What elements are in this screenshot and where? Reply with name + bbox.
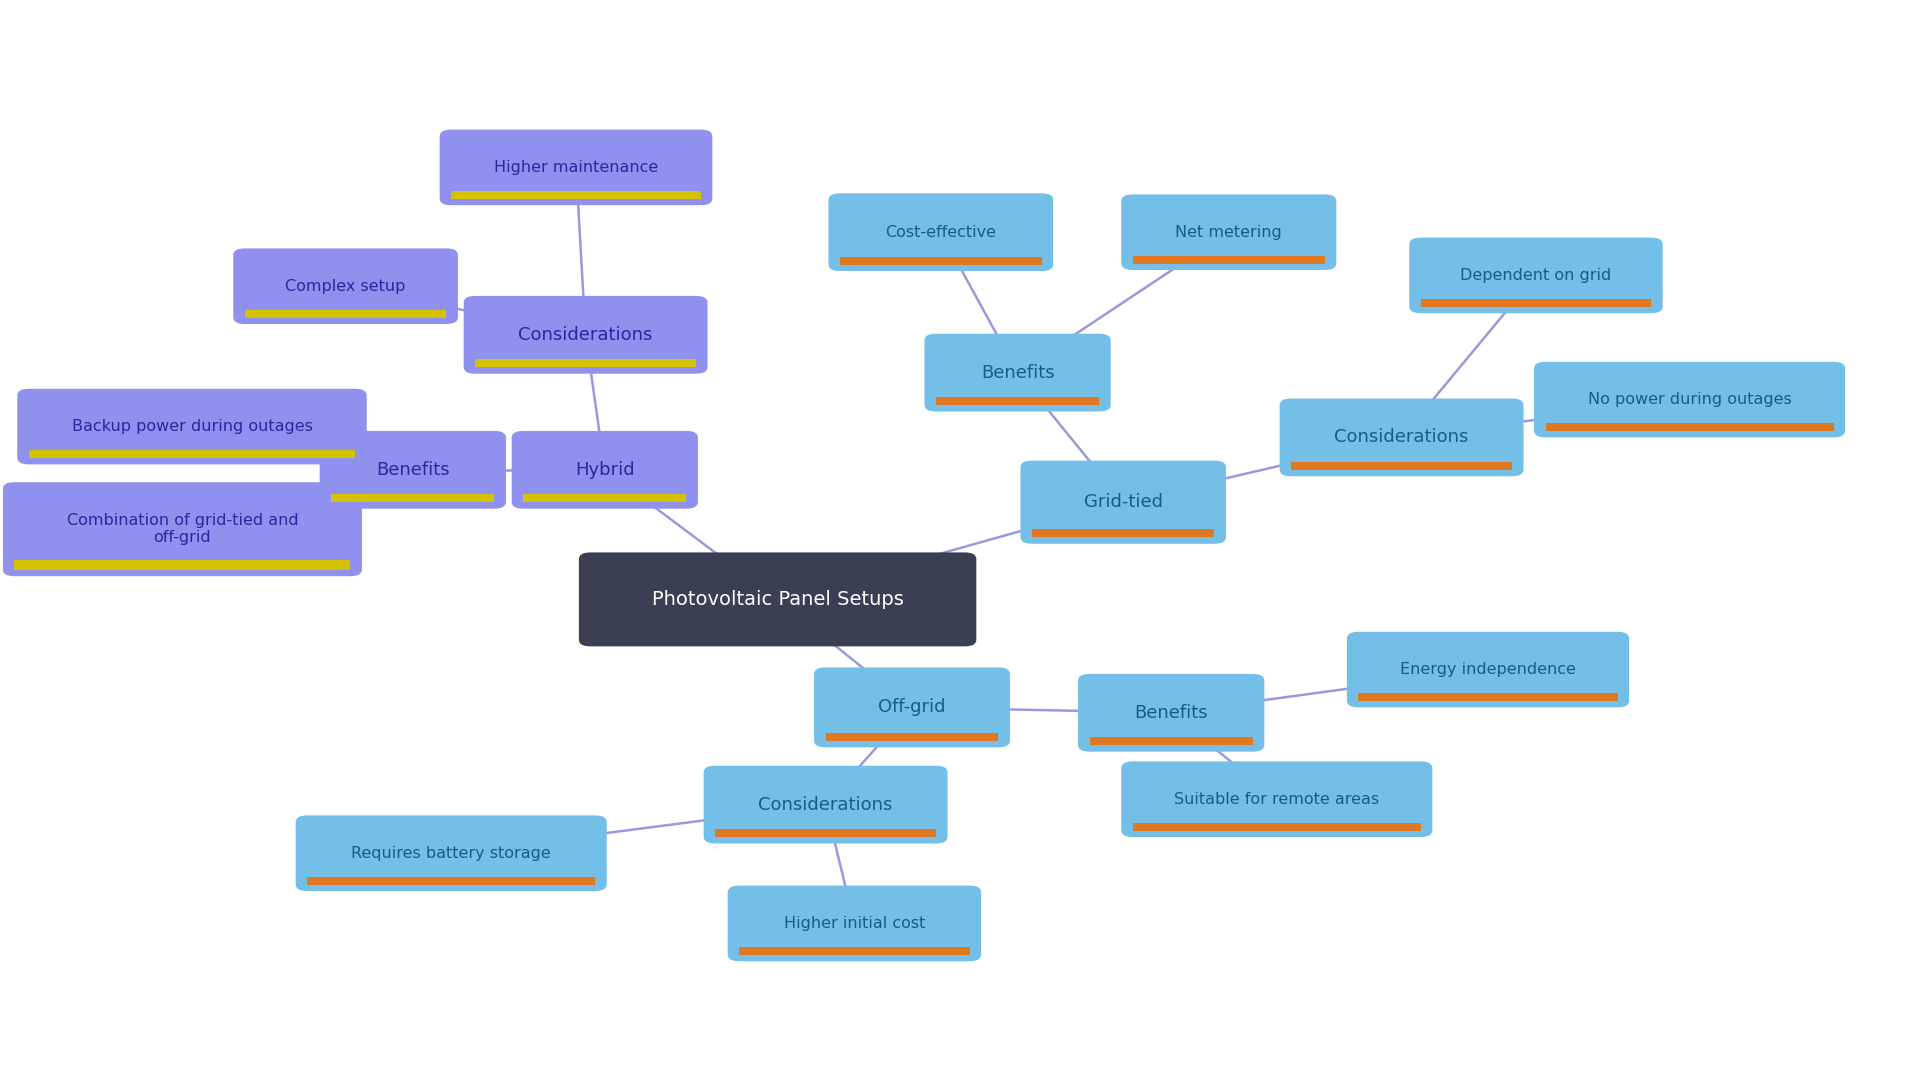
Text: Combination of grid-tied and
off-grid: Combination of grid-tied and off-grid <box>67 513 298 545</box>
Bar <box>522 495 687 502</box>
Bar <box>1546 423 1834 431</box>
FancyBboxPatch shape <box>17 389 367 464</box>
FancyBboxPatch shape <box>319 431 505 509</box>
FancyBboxPatch shape <box>580 553 975 646</box>
Bar <box>476 360 695 367</box>
Text: Higher initial cost: Higher initial cost <box>783 916 925 931</box>
FancyBboxPatch shape <box>511 431 699 509</box>
Text: Benefits: Benefits <box>376 461 449 478</box>
Text: Hybrid: Hybrid <box>574 461 636 478</box>
FancyBboxPatch shape <box>829 193 1052 271</box>
Bar <box>451 191 701 199</box>
FancyBboxPatch shape <box>1348 632 1628 707</box>
Bar <box>29 450 355 458</box>
Bar <box>1133 256 1325 264</box>
FancyBboxPatch shape <box>1121 194 1336 270</box>
Text: Photovoltaic Panel Setups: Photovoltaic Panel Setups <box>651 590 904 609</box>
Bar <box>714 829 937 837</box>
Text: Backup power during outages: Backup power during outages <box>71 419 313 434</box>
Bar <box>739 947 970 955</box>
Bar <box>246 310 445 318</box>
FancyBboxPatch shape <box>1409 238 1663 313</box>
Text: Dependent on grid: Dependent on grid <box>1461 268 1611 283</box>
Text: Complex setup: Complex setup <box>286 279 405 294</box>
Text: Grid-tied: Grid-tied <box>1083 494 1164 511</box>
FancyBboxPatch shape <box>814 667 1010 747</box>
FancyBboxPatch shape <box>296 815 607 891</box>
Bar <box>841 257 1041 265</box>
FancyBboxPatch shape <box>440 130 712 205</box>
Text: Cost-effective: Cost-effective <box>885 225 996 240</box>
Text: Requires battery storage: Requires battery storage <box>351 846 551 861</box>
Text: Considerations: Considerations <box>518 326 653 343</box>
FancyBboxPatch shape <box>703 766 948 843</box>
Bar <box>307 877 595 885</box>
Text: Considerations: Considerations <box>1334 429 1469 446</box>
Bar <box>1359 693 1617 701</box>
FancyBboxPatch shape <box>234 248 457 324</box>
Bar <box>1421 299 1651 307</box>
Text: Higher maintenance: Higher maintenance <box>493 160 659 175</box>
Text: Energy independence: Energy independence <box>1400 662 1576 677</box>
Text: Off-grid: Off-grid <box>877 699 947 716</box>
Text: No power during outages: No power during outages <box>1588 392 1791 407</box>
Text: Benefits: Benefits <box>1135 704 1208 721</box>
Text: Net metering: Net metering <box>1175 225 1283 240</box>
FancyBboxPatch shape <box>1279 399 1524 476</box>
Bar <box>1133 823 1421 831</box>
Bar <box>1290 462 1513 470</box>
FancyBboxPatch shape <box>465 296 707 374</box>
Text: Considerations: Considerations <box>758 796 893 813</box>
FancyBboxPatch shape <box>4 482 361 576</box>
Bar <box>1033 529 1213 537</box>
FancyBboxPatch shape <box>1021 460 1225 543</box>
Text: Suitable for remote areas: Suitable for remote areas <box>1175 792 1379 807</box>
Bar <box>937 397 1098 405</box>
Bar <box>330 495 495 502</box>
FancyBboxPatch shape <box>1079 674 1263 752</box>
FancyBboxPatch shape <box>925 334 1110 411</box>
Bar <box>15 559 351 569</box>
FancyBboxPatch shape <box>1534 362 1845 437</box>
Text: Benefits: Benefits <box>981 364 1054 381</box>
FancyBboxPatch shape <box>1121 761 1432 837</box>
Bar <box>826 733 998 741</box>
FancyBboxPatch shape <box>728 886 981 961</box>
Bar <box>1089 738 1252 745</box>
